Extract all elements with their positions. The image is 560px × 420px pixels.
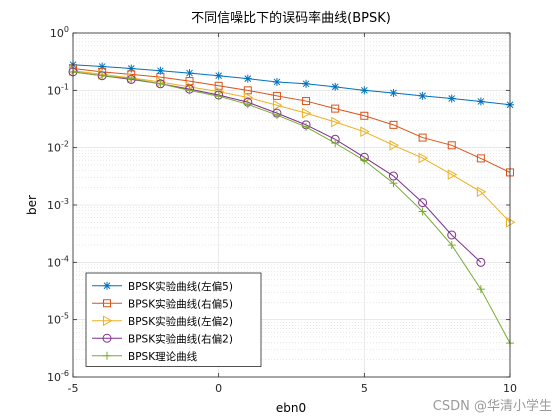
data-point [103,299,111,308]
data-point [302,97,311,106]
data-point [447,230,457,240]
series-line [72,64,511,106]
data-point [447,141,456,150]
data-point [214,71,223,80]
data-point [272,99,283,111]
data-point [331,139,340,148]
data-point [127,74,136,83]
x-tick-label: 10 [503,382,517,395]
data-point [243,86,252,95]
legend-label: BPSK理论曲线 [128,350,198,363]
data-point [360,111,369,120]
legend-label: BPSK实验曲线(左偏5) [128,280,233,293]
x-tick-label: 0 [215,382,222,395]
data-point [272,111,281,120]
data-point [476,97,485,106]
legend-item: BPSK理论曲线 [92,350,198,363]
legend-label: BPSK实验曲线(右偏2) [128,332,233,345]
data-point [447,169,458,180]
series-asterisk [69,60,514,109]
y-axis-label: ber [25,195,39,215]
data-point [476,186,487,198]
data-point [331,104,340,113]
y-tick-label: 10-4 [47,254,69,269]
data-point [272,77,281,86]
legend-label: BPSK实验曲线(右偏5) [128,297,233,310]
data-point [331,116,341,128]
axis-ticks: -5 0 5 10 10-6 10-5 10-4 10-3 10-2 10-1 100 [47,25,517,395]
series-layer [68,60,516,348]
x-tick-label: -5 [68,382,79,395]
y-tick-label: 10-5 [47,312,69,327]
data-point [98,62,107,71]
legend-item: BPSK实验曲线(左偏2) [92,315,233,328]
x-tick-label: 5 [361,382,368,395]
data-point [506,216,516,228]
data-point [418,91,427,100]
data-point [476,257,486,267]
series-line [72,68,511,173]
legend-item: BPSK实验曲线(右偏2) [92,332,233,345]
data-point [447,94,456,103]
data-point [243,92,254,103]
data-point [243,74,252,83]
data-point [331,82,340,91]
y-tick-label: 10-6 [47,369,69,384]
legend: BPSK实验曲线(左偏5) BPSK实验曲线(右偏5) BPSK实验曲线(左偏2) B… [85,272,262,367]
data-point [302,122,311,131]
data-point [389,139,399,151]
chart-title: 不同信噪比下的误码率曲线(BPSK) [191,10,391,26]
data-point [103,315,113,327]
data-point [360,156,369,165]
data-point [156,79,165,88]
data-point [418,133,427,142]
data-point [243,100,252,109]
data-point [360,126,370,138]
y-tick-label: 10-2 [47,140,69,155]
data-point [214,92,223,101]
data-point [418,198,428,208]
x-axis-label: ebn0 [276,401,306,415]
data-point [418,152,429,164]
data-point [272,91,281,100]
legend-item: BPSK实验曲线(左偏5) [92,280,233,293]
data-point [302,107,312,119]
watermark: CSDN @华清小学生 [432,399,552,414]
legend-label: BPSK实验曲线(左偏2) [128,315,233,328]
data-point [418,207,427,216]
data-point [103,281,111,290]
legend-item: BPSK实验曲线(右偏5) [92,297,233,310]
data-point [185,69,194,78]
data-point [447,241,456,250]
data-point [102,333,112,343]
y-tick-label: 10-3 [47,197,69,212]
data-point [185,86,194,95]
data-point [360,86,369,95]
y-tick-label: 100 [50,25,69,40]
series-line [72,71,511,344]
data-point [103,351,111,360]
legend-box [85,272,262,367]
data-point [389,179,398,188]
data-point [476,154,485,163]
data-point [476,285,485,294]
data-point [98,71,107,80]
data-point [302,79,311,88]
series-line [72,70,511,223]
series-plus [69,67,514,348]
y-tick-label: 10-1 [47,82,69,97]
data-point [389,120,398,129]
data-point [389,88,398,97]
